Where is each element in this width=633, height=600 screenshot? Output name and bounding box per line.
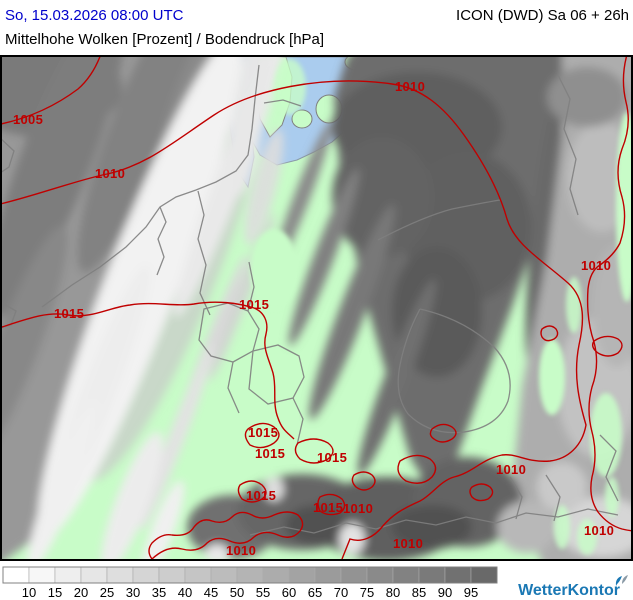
legend-cell <box>158 566 186 584</box>
legend-cell <box>28 566 56 584</box>
isobar-layer <box>2 57 631 559</box>
legend-tick: 40 <box>178 585 192 600</box>
isobar-label: 1010 <box>395 79 425 94</box>
legend-outline <box>2 566 498 584</box>
legend-tick: 15 <box>48 585 62 600</box>
legend-tick: 95 <box>464 585 478 600</box>
legend-tick: 10 <box>22 585 36 600</box>
isobar-1005 <box>2 57 101 125</box>
legend-tick: 45 <box>204 585 218 600</box>
legend-tick: 55 <box>256 585 270 600</box>
logo-swoosh-icon <box>615 575 628 586</box>
legend-tick: 70 <box>334 585 348 600</box>
isobar-1010-east <box>586 57 631 532</box>
legend-tick: 20 <box>74 585 88 600</box>
legend-cell <box>106 566 134 584</box>
legend-cell <box>262 566 290 584</box>
legend-cell <box>236 566 264 584</box>
legend-cell <box>54 566 82 584</box>
layer-title: Mittelhohe Wolken [Prozent] / Bodendruck… <box>5 31 325 48</box>
legend-cell <box>470 566 498 584</box>
isobar-label: 1010 <box>226 543 256 558</box>
legend-cell <box>210 566 238 584</box>
isobar-label: 1015 <box>54 306 84 321</box>
isobar-label: 1015 <box>313 500 343 515</box>
isobar-label: 1010 <box>581 258 611 273</box>
legend-tick: 35 <box>152 585 166 600</box>
isobar-label: 1015 <box>248 425 278 440</box>
wetterkontor-logo[interactable]: WetterKontor <box>510 574 630 600</box>
legend-cell <box>2 566 30 584</box>
legend-tick: 75 <box>360 585 374 600</box>
legend-cell <box>184 566 212 584</box>
legend-tick: 50 <box>230 585 244 600</box>
legend-cell <box>418 566 446 584</box>
legend-cell <box>314 566 342 584</box>
legend-cell <box>132 566 160 584</box>
legend-tick: 90 <box>438 585 452 600</box>
legend-tick: 65 <box>308 585 322 600</box>
legend-cell <box>340 566 368 584</box>
isobar-label: 1010 <box>584 523 614 538</box>
legend-cell <box>366 566 394 584</box>
isobar-label: 1015 <box>317 450 347 465</box>
legend-tick: 60 <box>282 585 296 600</box>
isobar-label: 1015 <box>255 446 285 461</box>
legend-tick: 30 <box>126 585 140 600</box>
isobar-labels: 1005 1010 1010 1010 1015 1015 1015 1015 … <box>13 79 614 558</box>
legend-tick: 85 <box>412 585 426 600</box>
legend-cell <box>444 566 472 584</box>
isobar-label: 1010 <box>343 501 373 516</box>
logo-text: WetterKontor <box>518 582 620 599</box>
legend-cell <box>80 566 108 584</box>
cloud-layer <box>2 57 631 559</box>
legend-tick: 25 <box>100 585 114 600</box>
valid-datetime: So, 15.03.2026 08:00 UTC <box>5 7 184 24</box>
isobar-1015-west <box>2 301 295 440</box>
legend-cell <box>392 566 420 584</box>
isobar-label: 1010 <box>496 462 526 477</box>
model-run-label: ICON (DWD) Sa 06 + 26h <box>456 7 629 24</box>
isobar-1010-bottom <box>148 511 304 559</box>
isobar-label: 1010 <box>95 166 125 181</box>
legend-cell <box>288 566 316 584</box>
isobar-label: 1015 <box>239 297 269 312</box>
isobar-label: 1010 <box>393 536 423 551</box>
cloud-cover-legend: 10 15 20 25 30 35 40 45 50 55 60 65 70 75 80 85 90 95 <box>2 566 498 600</box>
weather-map: 1005 1010 1010 1010 1015 1015 1015 1015 … <box>0 55 633 561</box>
isobar-label: 1005 <box>13 112 43 127</box>
isobar-1010-main <box>2 80 587 559</box>
legend-tick: 80 <box>386 585 400 600</box>
isobar-label: 1015 <box>246 488 276 503</box>
